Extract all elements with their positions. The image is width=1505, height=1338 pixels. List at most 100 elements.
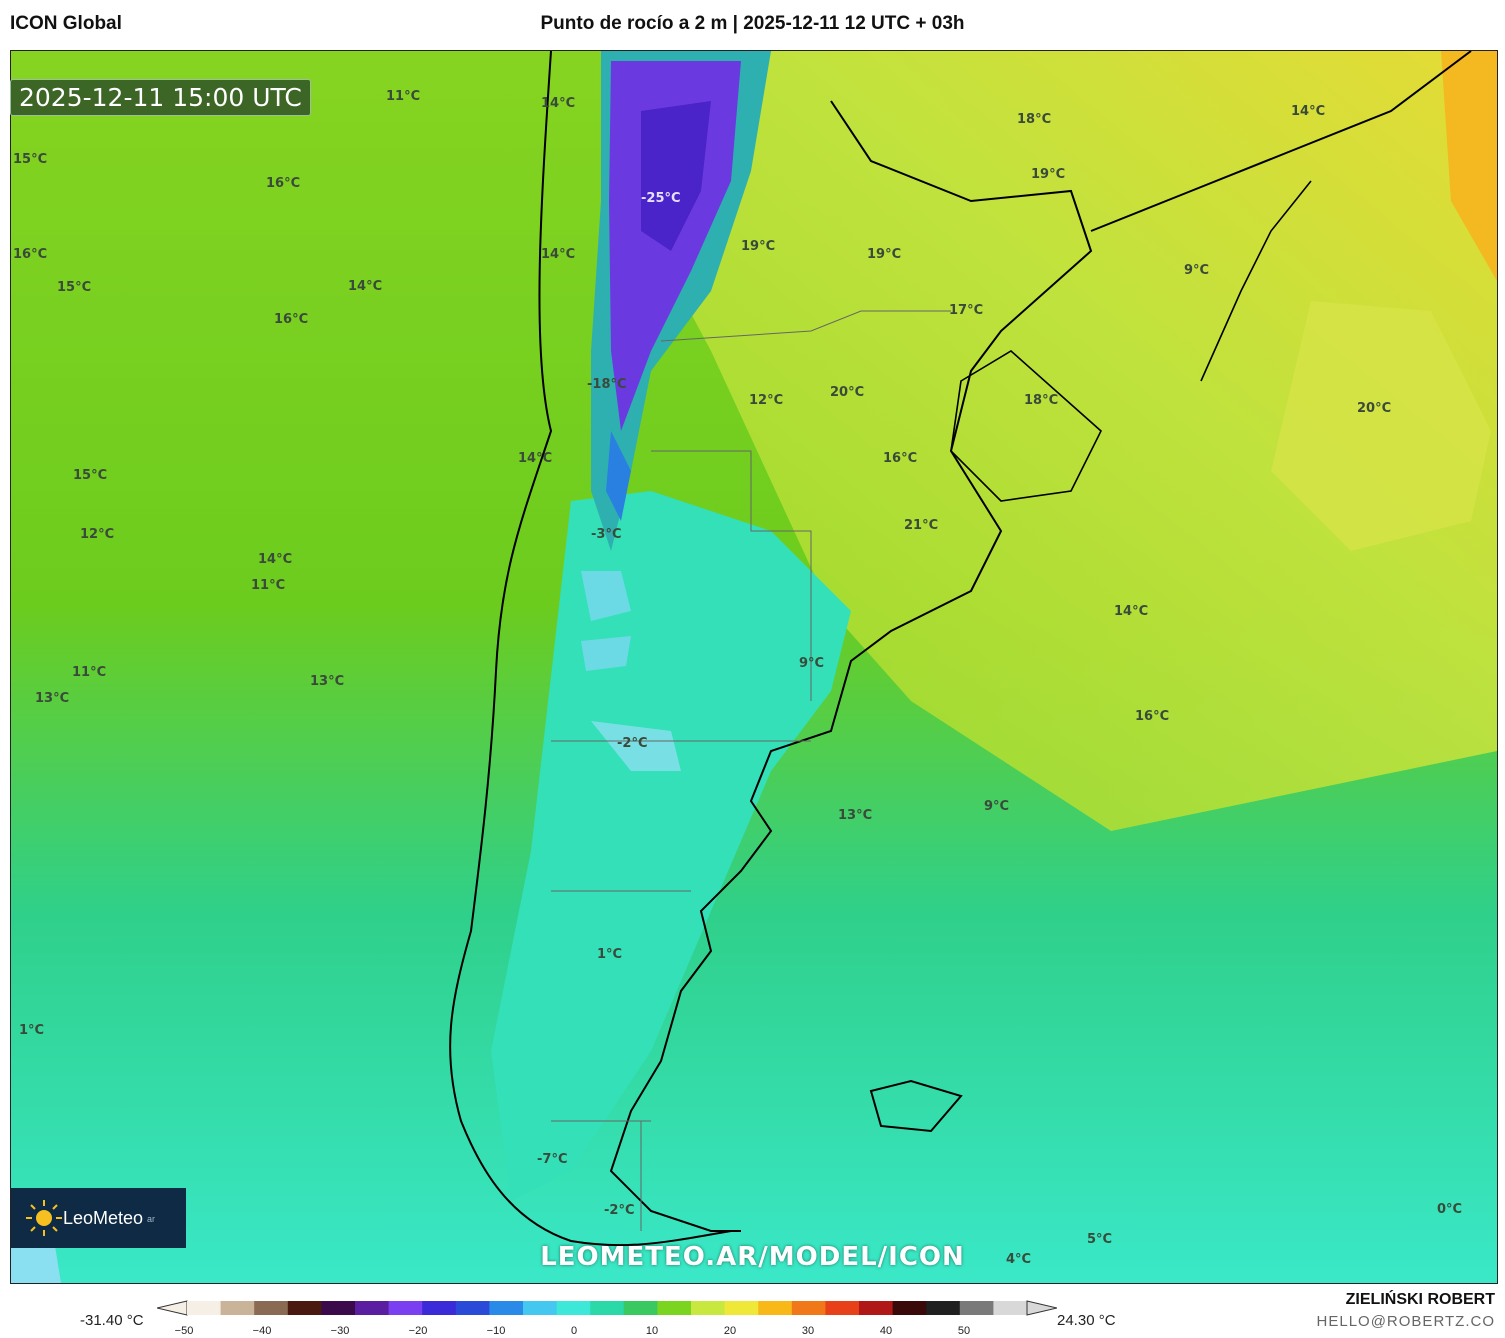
map-label: 15°C: [13, 152, 48, 167]
source-watermark: LEOMETEO.AR/MODEL/ICON: [540, 1242, 965, 1272]
map-label: -7°C: [537, 1152, 568, 1167]
map-label: 18°C: [1024, 393, 1059, 408]
map-label: 19°C: [1031, 167, 1066, 182]
author-credit: ZIELIŃSKI ROBERT: [1345, 1291, 1495, 1308]
leometeo-logo[interactable]: [11, 1188, 186, 1248]
map-label: 1°C: [597, 947, 623, 962]
patagonia-dry: [491, 491, 851, 1201]
colorbar-tick-label: −20: [408, 1325, 428, 1337]
map-label: 20°C: [1357, 401, 1392, 416]
map-label: 4°C: [1006, 1252, 1032, 1267]
map-label: -18°C: [587, 377, 627, 392]
colorbar-tick-label: −50: [174, 1325, 194, 1337]
dry-core-deep: [641, 101, 711, 251]
colorbar-swatch: [892, 1301, 927, 1315]
colorbar-swatch: [254, 1301, 289, 1315]
colorbar-tick-label: 10: [645, 1325, 659, 1337]
map-label: -2°C: [604, 1203, 635, 1218]
dewpoint-map[interactable]: [10, 50, 1498, 1284]
colorbar-tick-label: 50: [957, 1325, 971, 1337]
map-label: 0°C: [1437, 1202, 1463, 1217]
header: ICON Global Punto de rocío a 2 m | 2025-…: [0, 0, 1505, 50]
colorbar-swatch: [287, 1301, 322, 1315]
map-label: -3°C: [591, 527, 622, 542]
map-label: 11°C: [251, 578, 286, 593]
map-canvas: [11, 51, 1497, 1283]
map-label: 13°C: [838, 808, 873, 823]
colorbar-swatch: [959, 1301, 994, 1315]
map-label: 12°C: [80, 527, 115, 542]
map-label: 5°C: [1087, 1232, 1113, 1247]
colorbar-swatch: [388, 1301, 423, 1315]
map-label: 11°C: [386, 89, 421, 104]
map-label: 14°C: [541, 247, 576, 262]
dry-spot-cyan-1: [581, 571, 631, 621]
map-label: 9°C: [984, 799, 1010, 814]
colorbar-tick-label: −30: [330, 1325, 350, 1337]
map-label: 20°C: [830, 385, 865, 400]
hot-corner: [1441, 51, 1497, 281]
colorbar-max-arrow: [1026, 1300, 1057, 1316]
brazil-coastline: [1090, 51, 1472, 232]
map-label: -25°C: [641, 191, 681, 206]
colorbar-swatch: [455, 1301, 490, 1315]
map-label: 19°C: [867, 247, 902, 262]
colorbar-swatch: [321, 1301, 356, 1315]
colorbar-swatch: [758, 1301, 793, 1315]
uruguay-border: [950, 350, 1102, 502]
colorbar-swatch: [355, 1301, 390, 1315]
warm-ocean-patch: [1271, 301, 1491, 551]
colorbar-swatch: [993, 1301, 1028, 1315]
map-label: 14°C: [348, 279, 383, 294]
map-label: 9°C: [1184, 263, 1210, 278]
colorbar-tick-label: −10: [486, 1325, 506, 1337]
map-label: 14°C: [258, 552, 293, 567]
colorbar-swatch: [187, 1301, 222, 1315]
brazil-coast-south: [1200, 180, 1312, 382]
colorbar-tick-label: 30: [801, 1325, 815, 1337]
colorbar-swatch: [926, 1301, 961, 1315]
chart-title: Punto de rocío a 2 m | 2025-12-11 12 UTC…: [540, 13, 965, 34]
map-label: 18°C: [1017, 112, 1052, 127]
map-label: 14°C: [1114, 604, 1149, 619]
warm-region: [611, 51, 1497, 831]
dry-spot-blue: [606, 431, 631, 521]
colorbar-tick-label: −40: [252, 1325, 272, 1337]
colorbar-tick-label: 20: [723, 1325, 737, 1337]
colorbar-swatch: [489, 1301, 524, 1315]
map-label: 12°C: [749, 393, 784, 408]
colorbar-tick-label: 40: [879, 1325, 893, 1337]
colorbar-tick-label: 0: [570, 1325, 578, 1337]
author-email[interactable]: HELLO@ROBERTZ.CO: [1316, 1313, 1495, 1330]
logo-name: LeoMeteo: [63, 1208, 144, 1228]
colorbar-swatch: [791, 1301, 826, 1315]
colorbar-swatch: [220, 1301, 255, 1315]
model-name: ICON Global: [10, 13, 122, 34]
map-label: 21°C: [904, 518, 939, 533]
map-label: 11°C: [72, 665, 107, 680]
map-label: 15°C: [73, 468, 108, 483]
colorbar-swatch: [590, 1301, 625, 1315]
map-label: 16°C: [266, 176, 301, 191]
map-label: -2°C: [617, 736, 648, 751]
map-label: 13°C: [310, 674, 345, 689]
map-label: 17°C: [949, 303, 984, 318]
sun-icon: [26, 1200, 62, 1236]
malvinas-islands: [869, 1079, 963, 1133]
map-label: 16°C: [883, 451, 918, 466]
colorbar-swatch: [724, 1301, 759, 1315]
colorbar-swatch: [657, 1301, 692, 1315]
legend-max-label: 24.30 °C: [1057, 1312, 1116, 1329]
map-label: 16°C: [274, 312, 309, 327]
map-label: 16°C: [1135, 709, 1170, 724]
map-label: 14°C: [518, 451, 553, 466]
map-label: 14°C: [1291, 104, 1326, 119]
province-borders: [551, 310, 951, 1231]
colorbar-swatch: [691, 1301, 726, 1315]
map-label: 13°C: [35, 691, 70, 706]
map-label: 16°C: [13, 247, 48, 262]
colorbar: [157, 1300, 1057, 1316]
colorbar-swatch: [556, 1301, 591, 1315]
colorbar-min-arrow: [157, 1300, 188, 1316]
dry-spot-cyan-3: [591, 721, 681, 771]
